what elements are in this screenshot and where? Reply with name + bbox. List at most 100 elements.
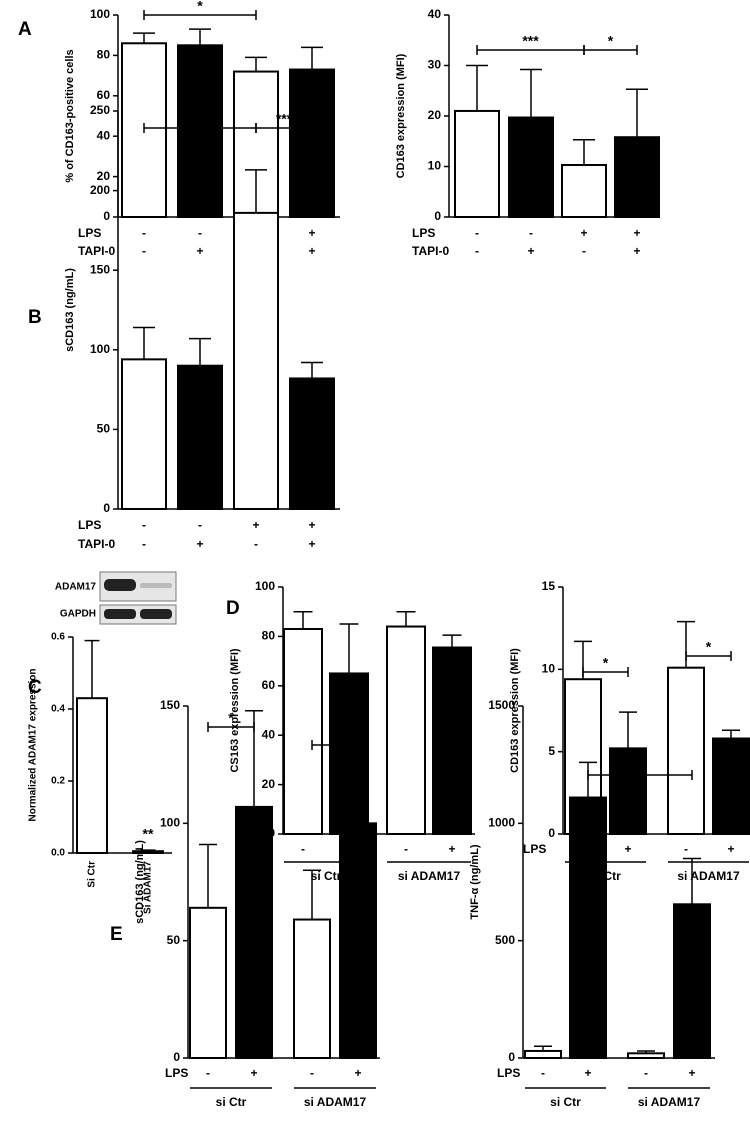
group-label: si Ctr: [550, 1095, 581, 1109]
y-tick-label: 60: [262, 678, 276, 692]
y-tick-label: 0.6: [51, 632, 65, 643]
bar: [386, 625, 426, 836]
blot-band: [140, 583, 172, 588]
x-tick-label: Si ADAM17: [143, 861, 154, 914]
y-tick-label: 150: [90, 262, 110, 276]
y-axis-label: CS163 expression (MFI): [229, 648, 241, 772]
condition-value: +: [196, 537, 203, 551]
significance-label: ***: [276, 111, 293, 127]
y-axis-label: % of CD163-positive cells: [64, 49, 76, 182]
condition-value: +: [250, 1066, 257, 1080]
blot-label: ADAM17: [55, 582, 97, 593]
condition-value: -: [684, 842, 688, 856]
bar: [293, 918, 331, 1060]
bar: [233, 211, 279, 510]
group-label: si Ctr: [311, 869, 342, 883]
condition-value: -: [582, 244, 586, 258]
significance-label: *: [637, 758, 643, 774]
condition-value: +: [354, 1066, 361, 1080]
y-tick-label: 0: [173, 1050, 180, 1064]
y-tick-label: 80: [262, 629, 276, 643]
bar: [667, 666, 705, 835]
y-tick-label: 100: [90, 342, 110, 356]
condition-name: LPS: [165, 1066, 188, 1080]
significance-label: *: [706, 639, 712, 655]
significance-label: *: [603, 655, 609, 671]
y-tick-label: 100: [90, 7, 110, 21]
group-label: si ADAM17: [398, 869, 461, 883]
condition-value: +: [688, 1066, 695, 1080]
condition-value: -: [529, 226, 533, 240]
condition-value: -: [198, 226, 202, 240]
bar: [561, 163, 607, 218]
condition-value: -: [541, 1066, 545, 1080]
y-tick-label: 50: [97, 422, 111, 436]
significance-label: *: [332, 728, 338, 744]
condition-value: +: [580, 226, 587, 240]
y-tick-label: 20: [262, 777, 276, 791]
bar: [121, 358, 167, 510]
significance-label: **: [143, 826, 154, 842]
y-axis-label: CD163 expression (MFI): [509, 648, 521, 773]
condition-value: -: [142, 518, 146, 532]
bar: [339, 822, 377, 1059]
y-tick-label: 150: [160, 698, 180, 712]
y-tick-label: 40: [428, 7, 442, 21]
y-axis-label: sCD163 (ng/mL): [64, 268, 76, 352]
condition-value: -: [142, 537, 146, 551]
bar: [569, 796, 607, 1060]
bar: [132, 850, 164, 855]
y-tick-label: 10: [542, 662, 556, 676]
bar: [329, 672, 369, 836]
condition-value: -: [301, 842, 305, 856]
y-tick-label: 250: [90, 103, 110, 117]
bar: [432, 646, 472, 836]
bar: [614, 136, 660, 219]
condition-value: -: [254, 537, 258, 551]
y-axis-label: sCD163 (ng/mL): [134, 840, 146, 924]
condition-value: -: [198, 518, 202, 532]
group-label: si ADAM17: [304, 1095, 367, 1109]
condition-value: +: [308, 537, 315, 551]
condition-value: +: [624, 842, 631, 856]
y-tick-label: 15: [542, 579, 556, 593]
y-tick-label: 80: [97, 48, 111, 62]
condition-name: TAPI-0: [78, 537, 115, 551]
condition-name: LPS: [412, 226, 435, 240]
y-axis-label: TNF-α (ng/mL): [469, 844, 481, 920]
condition-name: LPS: [523, 842, 546, 856]
bar: [189, 906, 227, 1060]
condition-name: LPS: [78, 518, 101, 532]
significance-label: ***: [522, 33, 539, 49]
condition-name: LPS: [78, 226, 101, 240]
bar: [289, 68, 335, 219]
y-tick-label: 20: [97, 169, 111, 183]
bar: [454, 109, 500, 218]
y-tick-label: 200: [90, 183, 110, 197]
condition-value: +: [196, 244, 203, 258]
y-tick-label: 0: [548, 826, 555, 840]
condition-name: LPS: [497, 1066, 520, 1080]
y-tick-label: 10: [428, 159, 442, 173]
y-tick-label: 1000: [488, 816, 515, 830]
y-tick-label: 0: [103, 209, 110, 223]
y-tick-label: 20: [428, 108, 442, 122]
y-tick-label: 1500: [488, 698, 515, 712]
condition-value: +: [252, 518, 259, 532]
bar: [712, 737, 750, 836]
bar: [609, 747, 647, 836]
condition-value: +: [448, 842, 455, 856]
blot-band: [104, 579, 136, 591]
y-axis-label: CD163 expression (MFI): [395, 53, 407, 178]
blot-band: [104, 609, 136, 619]
y-tick-label: 60: [97, 88, 111, 102]
y-axis-label: Normalized ADAM17 expression: [28, 668, 39, 821]
panel-label: E: [110, 924, 123, 945]
y-tick-label: 0.4: [51, 704, 65, 715]
condition-value: -: [475, 244, 479, 258]
condition-value: -: [142, 226, 146, 240]
blot-band: [140, 609, 172, 619]
condition-value: +: [633, 244, 640, 258]
condition-name: TAPI-0: [412, 244, 449, 258]
